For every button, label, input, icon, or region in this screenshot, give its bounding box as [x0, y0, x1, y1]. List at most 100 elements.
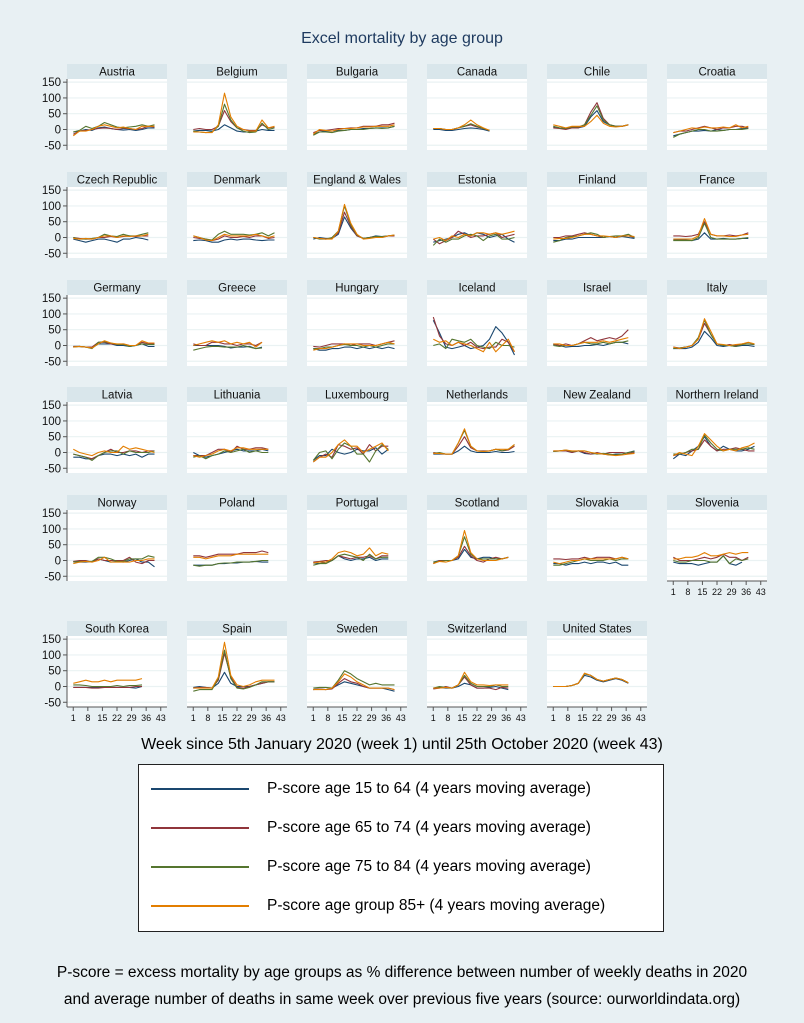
panel-belgium: Belgium: [187, 64, 287, 150]
series-line-75-84: [553, 558, 629, 566]
series-line-85plus: [433, 529, 509, 565]
legend-item-85plus: P-score age group 85+ (4 years moving av…: [151, 896, 605, 916]
plot-area: [427, 402, 527, 473]
x-tick-label: 1: [551, 713, 556, 723]
plot-area: [547, 295, 647, 366]
series-line-75-84: [193, 448, 269, 460]
panel-israel: Israel: [547, 280, 647, 366]
y-tick-label: -50: [44, 697, 61, 709]
panel-title: France: [699, 175, 735, 187]
series-line-75-84: [193, 559, 269, 567]
series-line-85plus: [553, 114, 629, 129]
panel-title: Germany: [93, 283, 141, 295]
x-tick-label: 8: [445, 713, 450, 723]
series-line-85plus: [433, 428, 515, 455]
series-line-65-74: [73, 125, 155, 135]
panel-title: Lithuania: [214, 390, 261, 402]
x-tick-label: 36: [261, 713, 271, 723]
legend-label-15-64: P-score age 15 to 64 (4 years moving ave…: [267, 780, 591, 797]
y-tick-label: -50: [44, 463, 61, 475]
y-tick-label: 0: [55, 681, 61, 693]
panel-south-korea: South Korea 150 100 50 0 -50 1 8 15 22 29 36 43: [42, 621, 167, 723]
series-line-85plus: [313, 341, 395, 351]
panel-austria: Austria 150 100 50 0 -50: [42, 64, 167, 152]
series-line-65-74: [432, 316, 515, 353]
y-tick-label: 100: [42, 650, 61, 662]
plot-area: [547, 79, 647, 150]
panel-header: [307, 64, 407, 79]
series-line-75-84: [673, 127, 749, 138]
y-tick-label: 50: [48, 109, 61, 121]
series-line-85plus: [193, 553, 269, 560]
series-line-85plus: [553, 672, 629, 688]
legend-label-85plus: P-score age group 85+ (4 years moving av…: [267, 897, 606, 914]
panel-title: Denmark: [214, 175, 261, 187]
panel-spain: Spain 1 8 15 22 29 36 43: [187, 621, 287, 723]
panel-header: [307, 621, 407, 636]
series-line-85plus: [313, 673, 395, 691]
panel-finland: Finland: [547, 172, 647, 258]
plot-area: [187, 636, 287, 707]
panel-header: [427, 64, 527, 79]
panel-header: [427, 621, 527, 636]
plot-area: [307, 510, 407, 581]
x-tick-label: 15: [97, 713, 107, 723]
panel-header: [547, 495, 647, 510]
panel-norway: Norway 150 100 50 0 -50: [42, 495, 167, 583]
panel-header: [67, 495, 167, 510]
y-tick-label: 100: [42, 201, 61, 213]
x-tick-label: 36: [501, 713, 511, 723]
y-tick-label: 100: [42, 416, 61, 428]
panel-scotland: Scotland: [427, 495, 527, 581]
panel-bulgaria: Bulgaria: [307, 64, 407, 150]
panel-title: Finland: [578, 175, 616, 187]
x-axis-label: Week since 5th January 2020 (week 1) unt…: [141, 736, 663, 753]
x-tick-label: 1: [431, 713, 436, 723]
legend-item-75-84: P-score age 75 to 84 (4 years moving ave…: [151, 857, 591, 877]
panel-title: Slovenia: [695, 498, 740, 510]
panel-england-wales: England & Wales: [307, 172, 407, 258]
x-tick-label: 36: [141, 713, 151, 723]
x-tick-label: 22: [352, 713, 362, 723]
series-line-75-84: [193, 344, 263, 351]
plot-area: [667, 402, 767, 473]
y-tick-label: 0: [55, 447, 61, 459]
plot-area: [187, 187, 287, 258]
series-line-85plus: [553, 449, 635, 457]
x-tick-label: 15: [457, 713, 467, 723]
series-line-75-84: [553, 105, 629, 130]
x-tick-label: 29: [247, 713, 257, 723]
panel-header: [187, 64, 287, 79]
x-tick-label: 29: [127, 713, 137, 723]
y-tick-label: -50: [44, 356, 61, 368]
panel-title: United States: [562, 624, 631, 636]
series-line-65-74: [193, 341, 263, 347]
plot-area: [427, 79, 527, 150]
plot-area: [67, 510, 167, 581]
x-tick-label: 43: [516, 713, 526, 723]
plot-area: [427, 295, 527, 366]
panel-greece: Greece: [187, 280, 287, 366]
y-tick-label: 0: [55, 232, 61, 244]
y-tick-label: 0: [55, 340, 61, 352]
panel-header: [67, 172, 167, 187]
panel-iceland: Iceland: [427, 280, 527, 366]
plot-area: [307, 402, 407, 473]
plot-area: [307, 295, 407, 366]
series-line-85plus: [433, 671, 509, 689]
series-line-65-74: [433, 676, 509, 691]
panel-title: Austria: [99, 67, 135, 79]
panel-canada: Canada: [427, 64, 527, 150]
series-line-75-84: [433, 338, 515, 350]
panel-title: Luxembourg: [325, 390, 389, 402]
x-tick-label: 22: [472, 713, 482, 723]
x-tick-label: 22: [112, 713, 122, 723]
series-line-85plus: [433, 230, 515, 242]
y-tick-label: 150: [42, 185, 61, 197]
panel-header: [547, 64, 647, 79]
panel-header: [307, 495, 407, 510]
plot-area: [547, 187, 647, 258]
series-line-85plus: [312, 439, 389, 463]
panel-header: [667, 495, 767, 510]
